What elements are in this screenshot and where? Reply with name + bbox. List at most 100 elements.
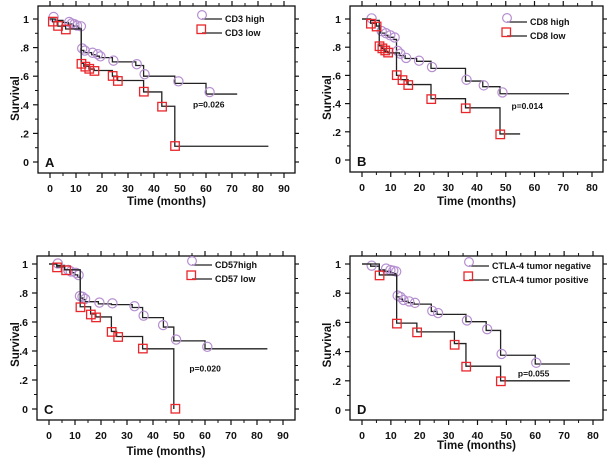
- legend-item: CD8 high: [502, 13, 570, 27]
- legend-label: CD57high: [215, 260, 257, 270]
- censor-circle-marker: [79, 45, 91, 56]
- x-tick-label: 80: [586, 182, 598, 194]
- km-step-line: [362, 263, 570, 365]
- panel-c: 0 10 20 30 40 50 60 70 80 90 0 .2 .4 .6 .8 1 Time (month…: [10, 251, 299, 458]
- censor-square-marker: [107, 71, 118, 81]
- censor-circle-marker: [461, 315, 473, 326]
- y-tick-label: .8: [332, 288, 341, 300]
- x-tick-label: 80: [252, 183, 264, 195]
- censor-square-marker: [391, 318, 402, 329]
- y-tick-label: 1: [22, 259, 28, 271]
- y-axis-title: Survival: [322, 323, 334, 368]
- censor-circle-marker: [138, 310, 149, 321]
- legend-label: CD3 low: [225, 28, 262, 38]
- censor-circle-marker: [204, 86, 215, 98]
- km-step-line: [49, 263, 175, 409]
- legend: CD57high CD57 low: [186, 256, 257, 284]
- panel-d: 0 10 20 30 40 50 60 70 80 0 .2 .4 .6 .8 1 Time (months)…: [322, 251, 607, 452]
- legend-square-icon: [196, 24, 207, 35]
- x-tick-label: 90: [278, 183, 290, 195]
- censor-square-marker: [170, 141, 180, 151]
- plot-frame: [349, 255, 604, 421]
- legend-square-icon: [463, 271, 474, 282]
- panel-b: 0 10 20 30 40 50 60 70 80 0 .2 .4 .6 .8 1 Time (months)…: [322, 1, 607, 208]
- legend-label: CTLA-4 tumor negative: [492, 261, 591, 271]
- x-tick-label: 50: [501, 430, 513, 442]
- censor-circle-marker: [461, 74, 472, 85]
- y-tick-label: .8: [332, 42, 341, 54]
- censor-square-marker: [374, 270, 385, 281]
- censor-square-marker: [137, 343, 148, 354]
- censor-square-marker: [75, 302, 86, 313]
- km-series-low: [47, 16, 269, 151]
- x-tick-label: 10: [69, 430, 81, 442]
- y-tick-label: .6: [332, 317, 341, 329]
- y-tick-label: 0: [22, 404, 28, 416]
- y-tick-label: 1: [335, 259, 341, 271]
- x-tick-label: 10: [385, 430, 397, 442]
- censor-circle-marker: [366, 260, 377, 271]
- y-tick-label: 0: [335, 405, 341, 417]
- x-tick-label: 40: [147, 430, 159, 442]
- censor-circle-marker: [426, 61, 438, 73]
- censor-square-marker: [91, 312, 101, 323]
- censor-circle-marker: [404, 296, 415, 307]
- y-tick-label: .4: [19, 346, 28, 358]
- censor-square-marker: [412, 327, 423, 338]
- x-tick-label: 40: [148, 183, 160, 195]
- censor-circle-marker: [76, 43, 88, 54]
- y-tick-label: .2: [332, 376, 341, 388]
- censor-circle-marker: [131, 58, 142, 70]
- censor-square-marker: [426, 94, 437, 105]
- panel-letter: B: [357, 154, 366, 169]
- legend-label: CD3 high: [225, 14, 265, 24]
- censor-circle-marker: [398, 294, 409, 306]
- censor-circle-marker: [108, 55, 119, 66]
- legend-circle-icon: [464, 257, 475, 268]
- y-tick-label: .8: [20, 43, 29, 55]
- legend-square-icon: [186, 270, 197, 281]
- censor-square-marker: [397, 75, 408, 85]
- censor-square-marker: [85, 309, 96, 320]
- censor-circle-marker: [129, 301, 140, 312]
- censor-square-marker: [53, 20, 63, 31]
- censor-circle-marker: [496, 348, 507, 360]
- y-tick-label: .6: [19, 317, 28, 329]
- x-tick-label: 80: [251, 430, 263, 442]
- y-tick-label: .4: [332, 99, 341, 111]
- y-tick-label: .2: [20, 128, 29, 140]
- legend-label: CD8 high: [530, 17, 570, 27]
- censor-circle-marker: [497, 87, 508, 98]
- y-tick-label: 1: [335, 14, 341, 26]
- x-axis-title: Time (months): [437, 440, 516, 452]
- km-series-low: [362, 18, 521, 140]
- censor-square-marker: [365, 18, 376, 29]
- censor-square-marker: [495, 129, 506, 140]
- x-tick-label: 0: [359, 430, 365, 442]
- censor-circle-marker: [71, 20, 83, 31]
- censor-circle-marker: [94, 297, 105, 308]
- censor-square-marker: [113, 332, 124, 342]
- p-value-annotation: p=0.014: [512, 101, 544, 111]
- censor-square-marker: [371, 21, 382, 32]
- x-tick-label: 60: [200, 183, 212, 195]
- x-axis-title: Time (months): [127, 196, 206, 208]
- y-tick-label: .2: [19, 375, 28, 387]
- km-step-line: [50, 18, 238, 95]
- censor-square-marker: [460, 103, 471, 114]
- x-tick-label: 20: [96, 183, 108, 195]
- legend-label: CTLA-4 tumor positive: [492, 275, 589, 285]
- panel-a: 0 10 20 30 40 50 60 70 80 90 0 .2 .4 .6 .8 1 Time (month…: [10, 1, 299, 208]
- legend-item: CD3 high: [197, 10, 265, 24]
- panel-letter: A: [45, 155, 55, 170]
- legend-circle-icon: [502, 13, 513, 24]
- legend-square-icon: [501, 27, 512, 38]
- censor-square-marker: [461, 361, 472, 372]
- y-tick-label: 0: [335, 155, 341, 167]
- legend-item: CD57 low: [186, 270, 257, 284]
- censor-circle-marker: [395, 291, 406, 303]
- p-value-annotation: p=0.026: [193, 100, 225, 110]
- p-value-annotation: p=0.055: [518, 368, 550, 378]
- legend: CTLA-4 tumor negative CTLA-4 tumor positi…: [463, 257, 591, 285]
- y-tick-label: 0: [23, 157, 29, 169]
